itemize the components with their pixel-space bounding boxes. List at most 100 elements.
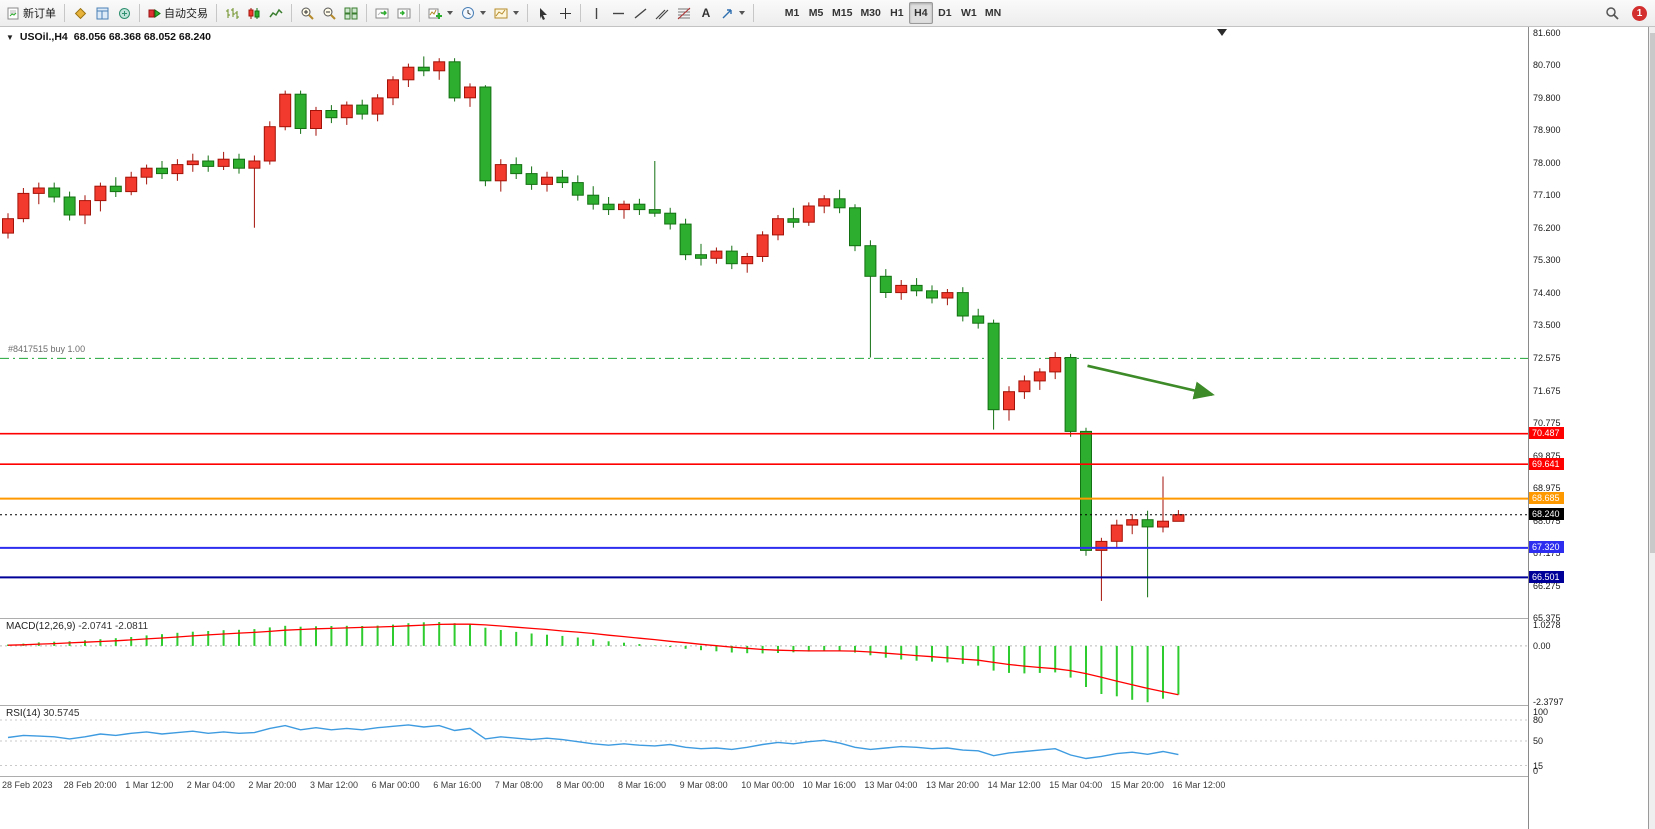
horizontal-line-button[interactable]	[607, 2, 629, 24]
periods-icon	[461, 6, 475, 20]
price-tick-label: 100	[1533, 707, 1549, 717]
trendline-icon	[634, 7, 647, 20]
indicators-icon	[428, 7, 442, 20]
price-tick-label: 69.875	[1533, 450, 1561, 461]
collapse-triangle-icon[interactable]: ▼	[6, 32, 14, 42]
search-button[interactable]	[1601, 3, 1624, 25]
rsi-value: 30.5745	[43, 708, 80, 719]
zoom-in-button[interactable]	[296, 2, 318, 24]
notification-badge[interactable]: 1	[1632, 6, 1647, 21]
rsi-panel[interactable]: RSI(14) 30.5745	[0, 706, 1528, 776]
price-tag-support-line-2: 66.501	[1529, 570, 1564, 583]
price-tick-label: 66.275	[1533, 580, 1561, 591]
time-tick-label: 8 Mar 16:00	[618, 780, 667, 790]
bar-chart-button[interactable]	[221, 2, 243, 24]
timeframe-mn-button[interactable]: MN	[981, 2, 1005, 24]
time-tick-label: 14 Mar 12:00	[987, 780, 1041, 790]
rsi-indicator-label: RSI(14) 30.5745	[6, 708, 79, 719]
new-order-label: 新订单	[23, 8, 56, 20]
vertical-scrollbar[interactable]	[1648, 27, 1655, 829]
templates-button[interactable]	[490, 2, 523, 24]
timeframe-m15-button[interactable]: M15	[828, 2, 856, 24]
timeframe-m5-button[interactable]: M5	[804, 2, 828, 24]
price-tick-label: 72.575	[1533, 353, 1561, 364]
navigator-button[interactable]	[91, 2, 113, 24]
market-watch-button[interactable]	[69, 2, 91, 24]
new-order-button[interactable]: 新订单	[3, 2, 60, 24]
indicators-button[interactable]	[424, 2, 457, 24]
timeframe-w1-button[interactable]: W1	[957, 2, 981, 24]
price-tag-support-line-1: 67.320	[1529, 541, 1564, 554]
time-tick-label: 13 Mar 20:00	[926, 780, 980, 790]
auto-trading-button[interactable]: 自动交易	[144, 2, 212, 24]
bar-chart-icon	[225, 7, 239, 20]
time-tick-label: 3 Mar 12:00	[310, 780, 359, 790]
navigator-icon	[96, 7, 109, 20]
time-tick-label: 6 Mar 16:00	[433, 780, 482, 790]
main-chart-svg	[0, 29, 1528, 601]
chevron-down-icon	[480, 11, 486, 15]
channel-button[interactable]	[651, 2, 673, 24]
price-tick-label: 65.375	[1533, 613, 1561, 623]
price-tick-label: 78.000	[1533, 157, 1561, 168]
line-chart-icon	[269, 7, 283, 20]
market-watch-icon	[74, 7, 87, 20]
separator	[419, 4, 420, 22]
time-tick-label: 28 Feb 20:00	[63, 780, 117, 790]
price-tick-label: 74.400	[1533, 287, 1561, 298]
new-order-icon	[7, 7, 20, 20]
panel-divider[interactable]	[0, 618, 1655, 619]
auto-scroll-button[interactable]	[371, 2, 393, 24]
terminal-button[interactable]	[113, 2, 135, 24]
chevron-down-icon	[447, 11, 453, 15]
timeframe-h4-button[interactable]: H4	[908, 2, 933, 24]
timeframe-m1-button[interactable]: M1	[780, 2, 804, 24]
plot-column: ▼ USOil.,H4 68.056 68.368 68.052 68.240 …	[0, 27, 1528, 829]
timeframe-h1-button[interactable]: H1	[885, 2, 909, 24]
chart-title: ▼ USOil.,H4 68.056 68.368 68.052 68.240	[6, 31, 211, 43]
zoom-out-button[interactable]	[318, 2, 340, 24]
price-tick-label: 78.900	[1533, 125, 1561, 136]
time-tick-label: 1 Mar 12:00	[125, 780, 174, 790]
search-icon	[1605, 6, 1620, 21]
price-tick-label: 77.100	[1533, 190, 1561, 201]
price-tick-label: 0	[1533, 766, 1539, 776]
price-axis[interactable]: 81.600 80.700 79.800 78.900 78.000 77.100 76.2…	[1528, 27, 1649, 829]
panel-divider[interactable]	[0, 705, 1655, 706]
candlestick-button[interactable]	[243, 2, 265, 24]
time-tick-label: 28 Feb 2023	[2, 780, 53, 790]
tile-windows-icon	[344, 7, 358, 20]
time-tick-label: 8 Mar 00:00	[556, 780, 605, 790]
price-tick-label: 71.675	[1533, 385, 1561, 396]
trendline-button[interactable]	[629, 2, 651, 24]
separator	[64, 4, 65, 22]
fibonacci-icon	[677, 7, 691, 20]
auto-trading-icon	[148, 7, 161, 20]
symbol-timeframe-label: USOil.,H4	[19, 31, 68, 43]
periods-button[interactable]	[457, 2, 490, 24]
vertical-line-button[interactable]	[585, 2, 607, 24]
cursor-button[interactable]	[532, 2, 554, 24]
crosshair-button[interactable]	[554, 2, 576, 24]
price-tick-label: 70.775	[1533, 418, 1561, 429]
main-chart-panel[interactable]: ▼ USOil.,H4 68.056 68.368 68.052 68.240 …	[0, 27, 1528, 618]
price-tag-resistance-line-1: 70.487	[1529, 427, 1564, 440]
channel-icon	[655, 7, 669, 20]
separator	[139, 4, 140, 22]
scrollbar-thumb[interactable]	[1650, 33, 1655, 553]
chart-shift-icon	[397, 7, 411, 20]
macd-panel[interactable]: MACD(12,26,9) -2.0741 -2.0811	[0, 619, 1528, 705]
timeframe-d1-button[interactable]: D1	[933, 2, 957, 24]
fibonacci-button[interactable]	[673, 2, 695, 24]
time-tick-label: 2 Mar 20:00	[248, 780, 297, 790]
tile-windows-button[interactable]	[340, 2, 362, 24]
text-button[interactable]: A	[695, 2, 717, 24]
arrows-button[interactable]	[717, 2, 749, 24]
time-axis[interactable]: 28 Feb 2023 28 Feb 20:00 1 Mar 12:00 2 Mar …	[0, 777, 1528, 795]
price-tag-orange-level-line: 68.685	[1529, 492, 1564, 505]
time-tick-label: 10 Mar 16:00	[802, 780, 856, 790]
timeframe-m30-button[interactable]: M30	[856, 2, 884, 24]
chart-shift-button[interactable]	[393, 2, 415, 24]
line-chart-button[interactable]	[265, 2, 287, 24]
ohlc-values: 68.056 68.368 68.052 68.240	[73, 31, 211, 43]
